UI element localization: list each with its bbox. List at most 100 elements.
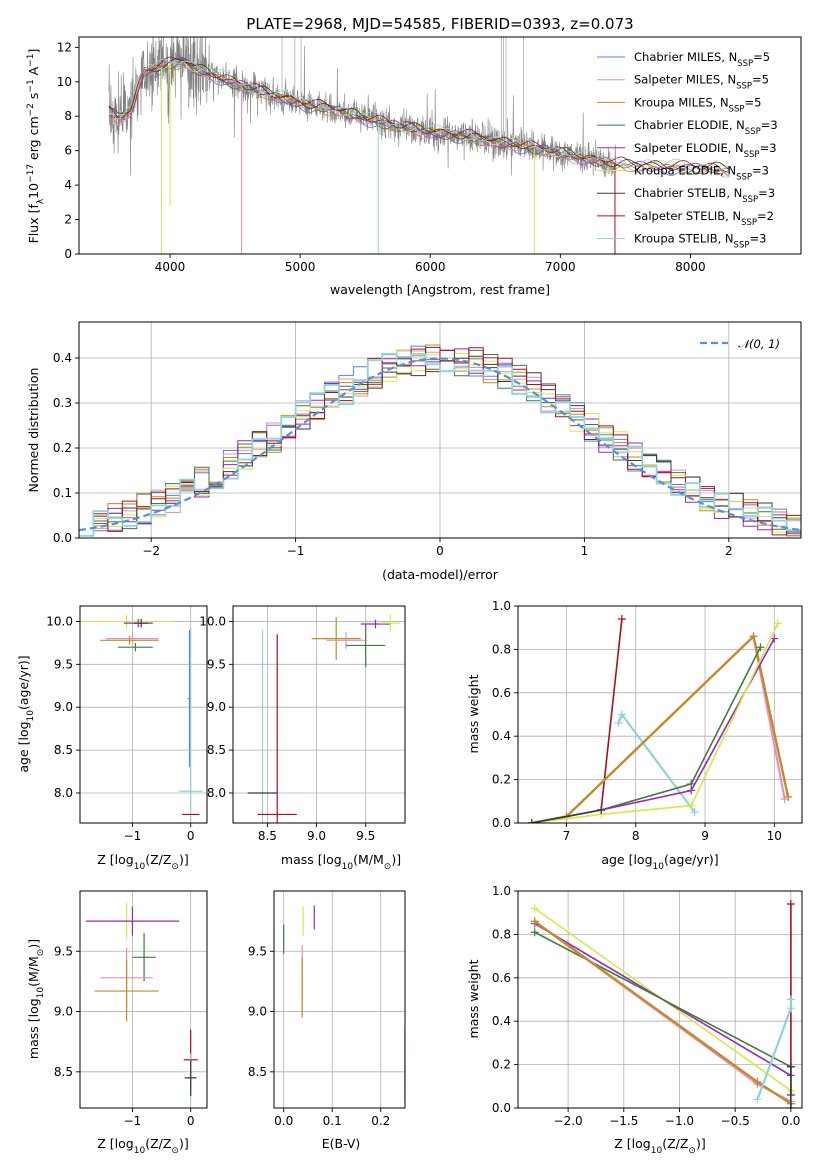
normal-distribution-curve bbox=[79, 357, 801, 532]
x-tick-label: −2.0 bbox=[554, 1114, 583, 1128]
plus-marker bbox=[770, 634, 779, 643]
mass-weight-line bbox=[531, 623, 779, 823]
x-tick-label: 8000 bbox=[675, 260, 706, 274]
legend-entry: Kroupa STELIB, NSSP=3 bbox=[634, 232, 766, 251]
age-vs-Z-x-label: Z [log10(Z/Z⊙)] bbox=[97, 852, 188, 872]
y-tick-label: 9.0 bbox=[248, 1005, 267, 1019]
plus-marker bbox=[527, 819, 536, 823]
plus-marker bbox=[687, 801, 696, 810]
weight-vs-age-x-label: age [log10(age/yr)] bbox=[601, 852, 718, 872]
x-tick-label: −1 bbox=[124, 1114, 142, 1128]
age-vs-Z-axes: −1 0 8.0 8.5 9.0 9.5 10.0 Z [log10(Z/Z⊙)] age [l… bbox=[16, 605, 208, 872]
mass-vs-Z-x-label: Z [log10(Z/Z⊙)] bbox=[97, 1136, 188, 1156]
plus-marker bbox=[614, 719, 623, 728]
x-tick-label: 0 bbox=[187, 829, 195, 843]
data-spectrum-line bbox=[108, 37, 617, 178]
y-tick-label: 10.0 bbox=[199, 614, 226, 628]
x-tick-label: 0 bbox=[187, 1114, 195, 1128]
plus-marker bbox=[786, 900, 795, 909]
x-tick-label: 7 bbox=[563, 829, 571, 843]
age-vs-Z-plot-area bbox=[80, 606, 207, 823]
x-tick-label: 10 bbox=[767, 829, 782, 843]
y-tick-label: 2 bbox=[64, 213, 72, 227]
spectrum-axes: 4000 5000 6000 7000 8000 0 2 4 6 8 10 12 PLATE=2968,… bbox=[26, 15, 802, 297]
plus-marker bbox=[753, 1095, 762, 1104]
y-tick-label: 0.4 bbox=[492, 729, 511, 743]
x-tick-label: −1.5 bbox=[609, 1114, 638, 1128]
y-tick-label: 10.0 bbox=[46, 614, 73, 628]
plus-marker bbox=[773, 619, 782, 628]
x-tick-label: −1 bbox=[124, 829, 142, 843]
model-spectrum-line bbox=[108, 65, 730, 175]
y-tick-label: 8.5 bbox=[54, 1065, 73, 1079]
y-tick-label: 8.0 bbox=[207, 786, 226, 800]
legend-entry: Chabrier MILES, NSSP=5 bbox=[634, 50, 770, 69]
plus-marker bbox=[786, 1104, 795, 1108]
y-tick-label: 9.0 bbox=[54, 700, 73, 714]
legend-entry: Chabrier ELODIE, NSSP=3 bbox=[634, 118, 778, 137]
mass-weight-line bbox=[531, 809, 602, 823]
weight-vs-Z-x-label: Z [log10(Z/Z⊙)] bbox=[614, 1136, 705, 1156]
y-tick-label: 9.5 bbox=[54, 657, 73, 671]
mass-weight-line bbox=[534, 931, 792, 1068]
residual-histogram-step bbox=[79, 352, 801, 537]
legend-entry: Salpeter STELIB, NSSP=2 bbox=[634, 209, 774, 228]
y-tick-label: 9.5 bbox=[54, 944, 73, 958]
x-tick-label: 9.5 bbox=[356, 829, 375, 843]
mass-weight-line bbox=[531, 634, 790, 823]
x-tick-label: 9 bbox=[701, 829, 709, 843]
y-tick-label: 0.0 bbox=[492, 1101, 511, 1115]
y-tick-label: 9.5 bbox=[207, 657, 226, 671]
plus-marker bbox=[617, 615, 626, 624]
spectrum-x-label: wavelength [Angstrom, rest frame] bbox=[330, 282, 550, 297]
y-tick-label: 9.0 bbox=[207, 700, 226, 714]
y-tick-label: 8.5 bbox=[54, 743, 73, 757]
mass-vs-Z-y-label: mass [log10(M/M⊙)] bbox=[26, 939, 46, 1059]
x-tick-label: 0.0 bbox=[781, 1114, 800, 1128]
mass-weight-line bbox=[756, 999, 792, 1100]
plus-marker bbox=[749, 632, 758, 641]
y-tick-label: 0.0 bbox=[53, 531, 72, 545]
y-tick-label: 0.4 bbox=[492, 1014, 511, 1028]
y-tick-label: 0.0 bbox=[492, 816, 511, 830]
residuals-axes: −2 −1 0 1 2 0.0 0.1 0.2 0.3 0.4 (data-model)/error… bbox=[26, 321, 802, 582]
y-tick-label: 12 bbox=[57, 40, 72, 54]
weight-vs-Z-plot-area bbox=[518, 891, 802, 1108]
age-vs-mass-plot-area bbox=[233, 606, 405, 823]
x-tick-label: −0.5 bbox=[721, 1114, 750, 1128]
x-tick-label: 0 bbox=[436, 544, 444, 558]
x-tick-label: 0.2 bbox=[371, 1114, 390, 1128]
y-tick-label: 0.3 bbox=[53, 396, 72, 410]
plus-marker bbox=[786, 1062, 795, 1071]
plus-marker bbox=[530, 928, 539, 937]
mass-weight-line bbox=[600, 618, 623, 811]
x-tick-label: 5000 bbox=[285, 260, 316, 274]
y-tick-label: 0.2 bbox=[492, 1058, 511, 1072]
spectrum-legend: Chabrier MILES, NSSP=5 Salpeter MILES, NS… bbox=[597, 50, 778, 251]
plus-marker bbox=[530, 917, 539, 926]
x-tick-label: 0.1 bbox=[323, 1114, 342, 1128]
residual-y-label: Normed distribution bbox=[26, 368, 41, 493]
mass-vs-Z-axes: −1 0 8.5 9.0 9.5 Z [log10(Z/Z⊙)] mass [log10(M… bbox=[26, 890, 208, 1156]
legend-entry: Kroupa MILES, NSSP=5 bbox=[634, 95, 761, 114]
x-tick-label: 6000 bbox=[415, 260, 446, 274]
spectrum-frame bbox=[78, 36, 802, 255]
x-tick-label: −2 bbox=[142, 544, 160, 558]
y-tick-label: 8.5 bbox=[248, 1065, 267, 1079]
plus-marker bbox=[597, 805, 606, 814]
mass-vs-ebv-x-label: E(B-V) bbox=[322, 1136, 361, 1151]
y-tick-label: 0.8 bbox=[492, 642, 511, 656]
y-tick-label: 8 bbox=[64, 109, 72, 123]
weight-vs-Z-y-label: mass weight bbox=[466, 959, 481, 1038]
plus-marker bbox=[784, 792, 793, 801]
plus-marker bbox=[756, 643, 765, 652]
y-tick-label: 9.0 bbox=[54, 1005, 73, 1019]
plus-marker bbox=[690, 808, 699, 817]
legend-entry: Salpeter ELODIE, NSSP=3 bbox=[634, 141, 777, 160]
x-tick-label: −1 bbox=[287, 544, 305, 558]
weight-vs-age-frame bbox=[517, 605, 803, 824]
weight-vs-age-plot-area bbox=[518, 606, 802, 823]
y-tick-label: 1.0 bbox=[492, 884, 511, 898]
mass-vs-ebv-axes: 0.0 0.1 0.2 8.5 9.0 9.5 E(B-V) bbox=[248, 890, 406, 1151]
